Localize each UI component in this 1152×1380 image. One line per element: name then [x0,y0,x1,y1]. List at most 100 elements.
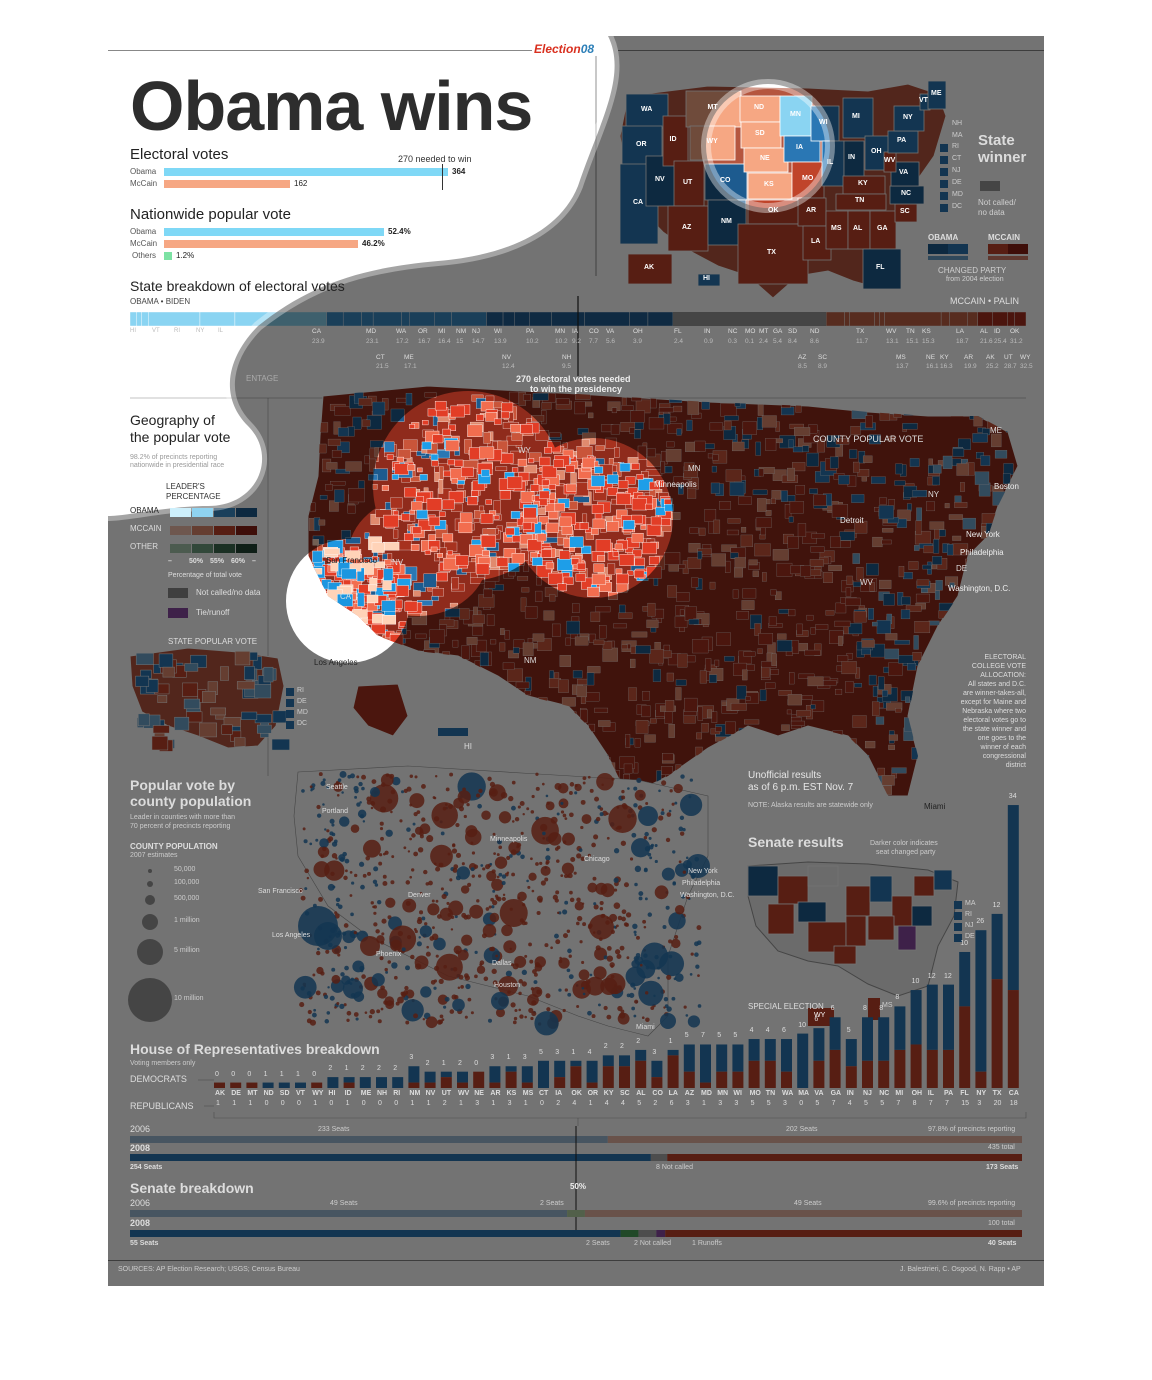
house-state-nj: NJ [863,1090,872,1097]
house-state-ny: NY [976,1090,987,1097]
bd-ob-m-co: 7.7 [589,338,599,345]
sw-small-state-nj: NJ [952,167,961,174]
bd-mc-m-id: 25.4 [994,338,1007,345]
state-label-ga: GA [877,225,888,232]
bubble-city-4: Phoenix [376,951,402,958]
bubble-city-8: Minneapolis [490,836,528,843]
geo-city-4: Detroit [840,516,864,525]
breakdown-right-label: MCCAIN • PALIN [950,296,1019,306]
bd-ob-st-nm: NM [456,328,467,335]
house-dem-val-ar: 3 [490,1054,495,1062]
bd-ob-st-or: OR [418,328,428,335]
bd-mc-st-mt: MT [759,328,769,335]
bd-ob-m-ca: 23.9 [312,338,325,345]
breakdown-needed-1: 270 electoral votes needed [516,374,631,384]
bd-mcl-m-ar: 19.9 [964,363,977,370]
pv-mccain-name: McCain [130,239,158,248]
bd-obl-m-ct: 21.5 [376,363,389,370]
house-state-nm: NM [409,1090,421,1097]
house-state-tn: TN [765,1090,776,1097]
bd-left-st-ri: RI [174,328,180,334]
bd-ob-st-mi: MI [438,328,446,335]
scale-caption: Percentage of total vote [168,572,242,579]
house-rep-val-mi: 7 [896,1100,901,1107]
house-dem-val-sd: 1 [279,1070,284,1078]
state-label-in: IN [848,154,855,161]
house-rep-val-nj: 5 [864,1100,868,1107]
house-state-or: OR [587,1090,599,1097]
house-rep-val-nv: 1 [426,1100,431,1107]
not-called-label: Not called/ [978,198,1016,207]
state-label-ak: AK [644,264,655,271]
state-label-ar: AR [806,207,817,214]
house-dem-val-de: 0 [231,1070,236,1078]
house-dem-val-ny: 26 [976,918,985,926]
house-state-fl: FL [960,1090,969,1097]
house-rep-val-az: 3 [685,1100,690,1107]
senate-2006-left: 49 Seats [330,1200,358,1207]
needed-to-win-label: 270 needed to win [398,154,472,164]
sw-small-state-ct: CT [952,155,962,162]
unofficial-2: as of 6 p.m. EST Nov. 7 [748,782,854,793]
bd-mcl-st-sc: SC [818,354,828,361]
breakdown-needed-2: to win the presidency [530,384,623,394]
footer-credits: J. Balestrieri, C. Osgood, N. Rapp • AP [900,1266,1021,1273]
house-state-ia: IA [555,1090,563,1097]
bd-mc-m-mo: 0.1 [745,338,755,345]
house-state-ky: KY [603,1090,614,1097]
senate-breakdown-title: Senate breakdown [130,1180,254,1196]
house-state-mo: MO [749,1090,761,1097]
bd-ob-st-wa: WA [396,328,407,335]
house-precincts: 97.8% of precincts reporting [928,1126,1016,1133]
geo-legend-row-mccain: MCCAIN [130,524,162,533]
house-state-ri: RI [393,1090,401,1097]
bubble-city-10: New York [688,868,718,875]
county-pop-title-2: county population [130,793,252,809]
house-state-va: VA [814,1090,824,1097]
house-2006-left: 233 Seats [318,1126,350,1133]
geo-city-6: San Francisco [326,556,378,565]
state-label-tn: TN [855,197,865,204]
geo-map-state-wy: WY [518,446,531,455]
house-state-id: ID [344,1090,352,1097]
senate-note-1: Darker color indicates [870,840,938,847]
bd-ob-st-md: MD [366,328,377,335]
house-rep-val-ma: 0 [799,1100,804,1107]
size-legend-label-1: 100,000 [174,879,200,886]
geo-city-5: Minneapolis [654,480,697,489]
bd-left-st-ny: NY [196,328,205,334]
bd-mcl-st-ne: NE [926,354,936,361]
house-rep-val-nh: 0 [378,1100,382,1107]
breakdown-margin-label: ENTAGE [246,374,279,383]
bd-mcl-m-ms: 13.7 [896,363,909,370]
house-rep-val-ct: 0 [540,1100,544,1107]
bd-ob-st-wi: WI [494,328,502,335]
highlight-overlay [108,36,1044,1286]
allocation-line-9: one goes to the [977,735,1026,742]
house-rep-val-wi: 3 [734,1100,739,1107]
house-rep-seats: 173 Seats [986,1164,1019,1171]
house-state-wa: WA [782,1090,794,1097]
house-dem-val-la: 1 [668,1037,673,1045]
bd-ob-m-or: 16.7 [418,338,431,345]
bd-mc-st-ga: GA [773,328,783,335]
geo-city-0: Boston [994,482,1019,491]
house-state-co: CO [652,1090,663,1097]
house-rep-val-ne: 3 [475,1100,480,1107]
house-dem-val-co: 3 [652,1048,657,1056]
house-rep-val-ky: 4 [604,1100,609,1107]
geo-scale-tick-1: 50% [189,558,204,565]
county-pop-legend-title: COUNTY POPULATION [130,842,218,851]
house-state-vt: VT [296,1090,305,1097]
ev-mccain-value: 162 [294,179,308,188]
senate-not-called: 2 Not called [634,1240,671,1247]
house-dem-val-nh: 2 [377,1065,381,1073]
house-state-wi: WI [733,1090,742,1097]
brand-suffix: 08 [580,42,595,56]
house-dem-val-vt: 1 [296,1070,300,1078]
state-label-or: OR [636,141,647,148]
house-dem-val-hi: 2 [328,1065,333,1073]
house-total: 435 total [988,1144,1015,1151]
bd-mcl-st-ak: AK [986,354,995,361]
bd-mc-m-mt: 2.4 [759,338,769,345]
